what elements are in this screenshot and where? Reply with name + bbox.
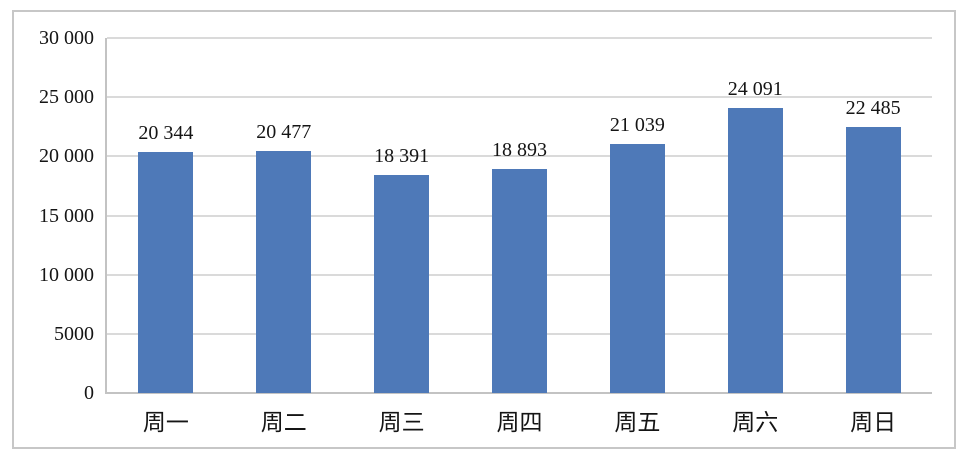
x-tick-label: 周四 — [496, 410, 543, 435]
x-tick-label: 周日 — [850, 410, 897, 435]
x-tick-label: 周三 — [378, 410, 425, 435]
data-label: 18 391 — [374, 145, 430, 168]
y-tick-label: 0 — [84, 382, 94, 404]
data-label: 21 039 — [609, 114, 665, 137]
bar-周日 — [845, 126, 901, 393]
bar-周三 — [374, 175, 430, 393]
data-label: 20 477 — [256, 120, 312, 143]
gridline-30000 — [107, 37, 932, 39]
data-label: 20 344 — [138, 122, 194, 145]
data-label: 18 893 — [492, 139, 547, 162]
y-tick-label: 20 000 — [39, 145, 94, 168]
gridline-25000 — [107, 96, 932, 99]
data-label: 24 091 — [727, 77, 783, 100]
x-tick-label: 周六 — [732, 410, 779, 435]
data-label: 22 485 — [845, 96, 901, 119]
x-axis-line — [105, 392, 932, 394]
y-tick-label: 30 000 — [39, 27, 94, 49]
y-axis-line — [105, 38, 107, 393]
bar-周二 — [256, 150, 312, 393]
x-tick-label: 周二 — [260, 410, 307, 435]
y-tick-label: 15 000 — [39, 204, 94, 227]
bar-周一 — [138, 152, 194, 393]
y-tick-label: 10 000 — [39, 263, 94, 286]
bar-周四 — [492, 169, 547, 393]
y-tick-label: 5000 — [54, 322, 94, 345]
bar-周五 — [609, 144, 665, 393]
x-tick-label: 周一 — [142, 410, 189, 435]
gridline-20000 — [107, 155, 932, 158]
y-tick-label: 25 000 — [39, 86, 94, 109]
bar-周六 — [727, 107, 783, 393]
x-tick-label: 周五 — [614, 410, 661, 435]
